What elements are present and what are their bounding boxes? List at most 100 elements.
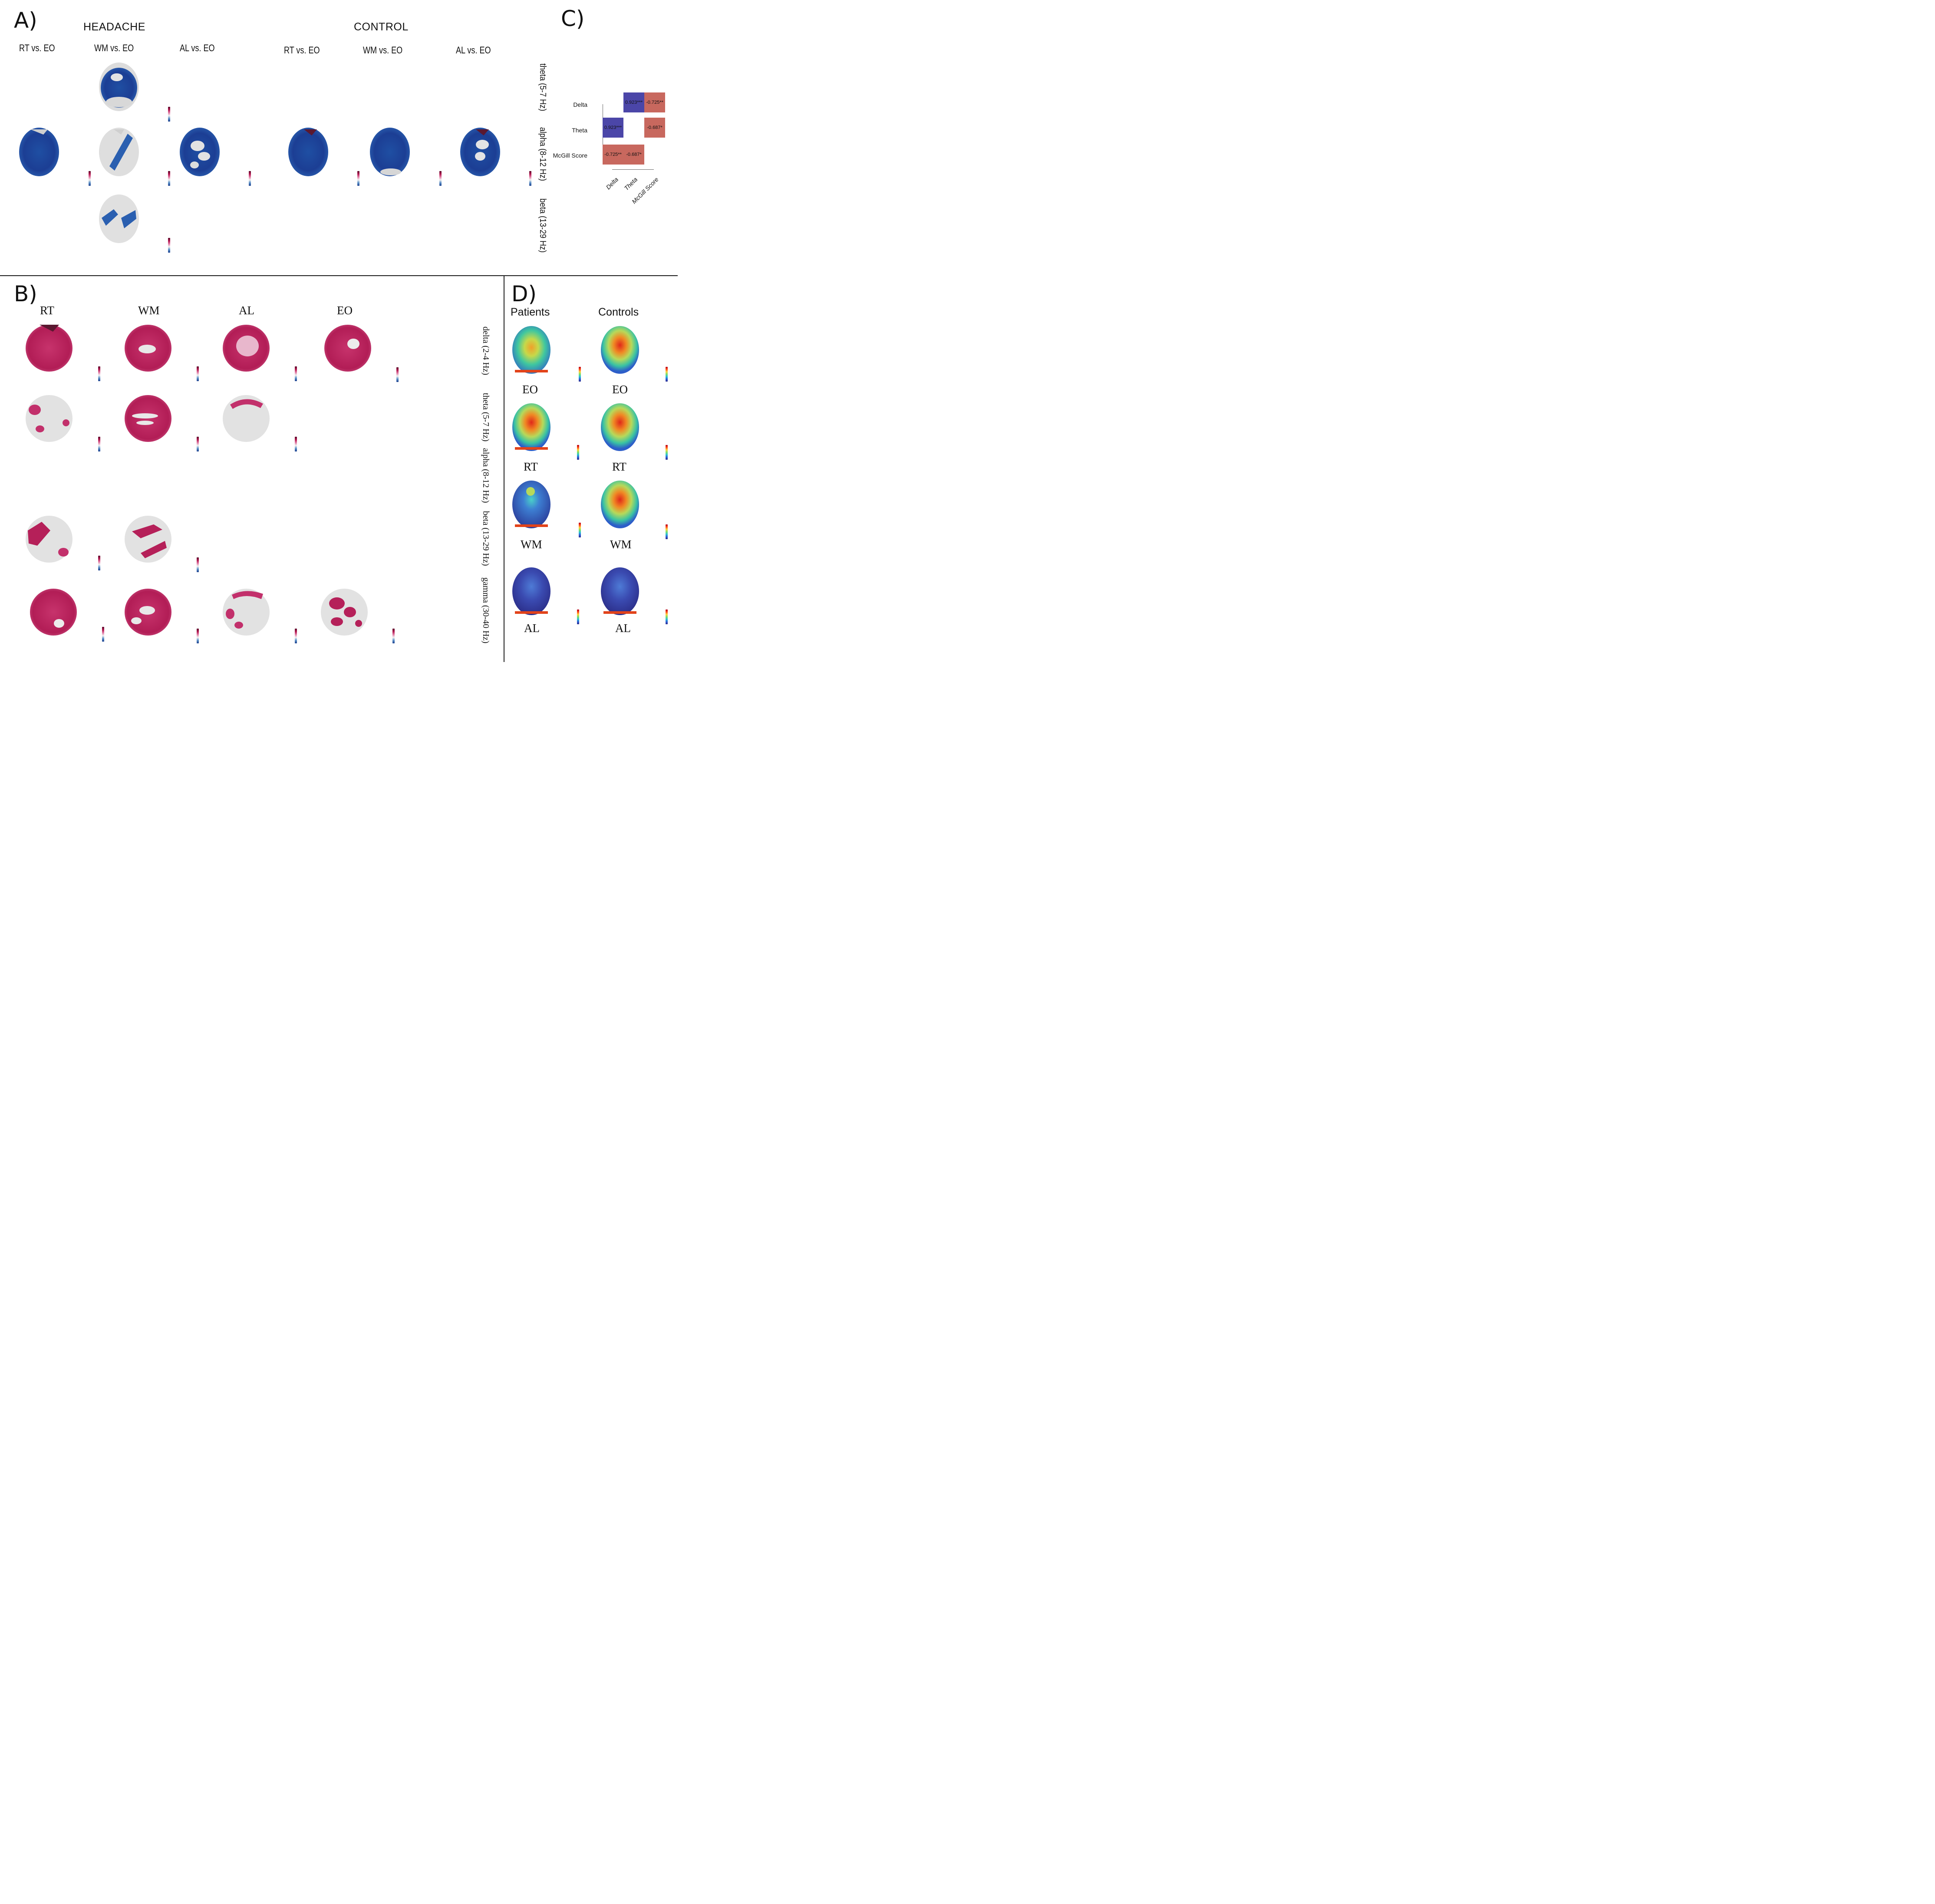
d-row-rt-patients: RT [524,460,538,473]
topomap-b-eo-delta [324,325,371,372]
b-colorbar-1 [98,366,100,381]
topomap-d-controls-eo [601,326,639,374]
a-col-headache-rt: RT vs. EO [19,43,55,53]
d-colorbar-4 [666,445,668,460]
corr-row-mcgill: McGill Score [553,152,587,159]
panel-c-label: C) [561,6,585,31]
a-colorbar-4 [249,171,251,186]
d-row-al-controls: AL [615,622,631,635]
b-colorbar-4 [396,367,399,382]
a-band-theta: theta (5-7 Hz) [538,63,547,112]
topomap-d-patients-wm [512,481,551,528]
d-row-eo-controls: EO [612,383,628,396]
corr-col-theta: Theta [623,176,639,192]
a-col-control-rt: RT vs. EO [284,45,320,56]
topomap-b-wm-delta [125,325,171,372]
d-colorbar-1 [579,367,581,382]
topomap-b-wm-theta [125,395,171,442]
b-col-al: AL [239,304,254,317]
corr-cell-delta-mcgill: -0.725** [644,92,665,112]
topomap-b-rt-beta [26,516,73,563]
d-col-controls: Controls [598,306,639,318]
topomap-b-wm-gamma [125,589,171,636]
d-colorbar-2 [666,367,668,382]
d-colorbar-7 [577,609,579,624]
b-band-alpha: alpha (8-12 Hz) [481,448,491,503]
topomap-a-control-wm-alpha [370,128,410,176]
topomap-d-patients-rt [512,403,551,451]
corr-cell-mcgill-theta: -0.687* [623,145,644,165]
topomap-d-controls-wm [601,481,639,528]
topomap-a-headache-wm-theta [99,63,139,111]
b-band-theta: theta (5-7 Hz) [481,393,491,442]
b-band-gamma: gamma (30-40 Hz) [481,577,491,644]
corr-x-axis [612,169,654,170]
b-colorbar-7 [295,437,297,451]
d-colorbar-3 [577,445,579,460]
panel-b-label: B) [14,281,37,306]
d-row-eo-patients: EO [522,383,538,396]
d-row-wm-controls: WM [610,538,632,551]
horizontal-divider [0,275,678,276]
b-col-rt: RT [40,304,54,317]
corr-col-delta: Delta [604,176,620,191]
d-row-al-patients: AL [524,622,540,635]
d-colorbar-6 [666,524,668,539]
topomap-a-headache-rt-alpha [19,128,59,176]
a-colorbar-6 [439,171,442,186]
corr-cell-theta-mcgill: -0.687* [644,118,665,138]
topomap-b-rt-theta [26,395,73,442]
d-colorbar-5 [579,523,581,537]
topomap-b-rt-delta [26,325,73,372]
a-colorbar-1 [168,107,170,122]
topomap-d-controls-rt [601,403,639,451]
topomap-a-control-rt-alpha [288,128,328,176]
a-colorbar-8 [168,238,170,253]
a-col-control-al: AL vs. EO [456,45,491,56]
a-band-beta: beta (13-29 Hz) [538,198,547,253]
topomap-a-headache-al-alpha [180,128,220,176]
a-col-control-wm: WM vs. EO [363,45,403,56]
topomap-b-al-theta [223,395,270,442]
d-col-patients: Patients [511,306,550,318]
d-row-rt-controls: RT [612,460,626,473]
topomap-b-rt-gamma [30,589,77,636]
corr-cell-theta-delta: 0.923*** [603,118,623,138]
b-colorbar-13 [392,629,395,643]
b-colorbar-6 [197,437,199,451]
a-band-alpha: alpha (8-12 Hz) [538,127,547,181]
topomap-d-patients-eo [512,326,551,374]
b-colorbar-8 [98,556,100,570]
a-colorbar-2 [89,171,91,186]
topomap-d-controls-al [601,567,639,615]
b-colorbar-3 [295,366,297,381]
corr-cell-mcgill-delta: -0.725** [603,145,623,165]
b-col-wm: WM [138,304,160,317]
b-colorbar-2 [197,366,199,381]
topomap-b-al-gamma [223,589,270,636]
corr-row-delta: Delta [573,101,587,108]
topomap-b-eo-gamma [321,589,368,636]
topomap-a-headache-wm-beta [99,194,139,243]
group-control-title: CONTROL [354,21,409,33]
b-band-delta: delta (2-4 Hz) [481,326,491,376]
b-colorbar-5 [98,437,100,451]
topomap-a-headache-wm-alpha [99,128,139,176]
b-colorbar-12 [295,629,297,643]
panel-a-label: A) [14,8,37,33]
corr-cell-delta-theta: 0.923*** [623,92,644,112]
a-col-headache-al: AL vs. EO [180,43,215,53]
panel-d-label: D) [511,281,537,306]
group-headache-title: HEADACHE [83,21,145,33]
a-col-headache-wm: WM vs. EO [94,43,134,53]
b-colorbar-11 [197,629,199,643]
a-colorbar-3 [168,171,170,186]
a-colorbar-7 [529,171,531,186]
topomap-a-control-al-alpha [460,128,500,176]
b-col-eo: EO [337,304,353,317]
d-row-wm-patients: WM [521,538,542,551]
corr-row-theta: Theta [572,127,587,134]
topomap-b-wm-beta [125,516,171,563]
a-colorbar-5 [357,171,359,186]
b-colorbar-10 [102,627,104,642]
